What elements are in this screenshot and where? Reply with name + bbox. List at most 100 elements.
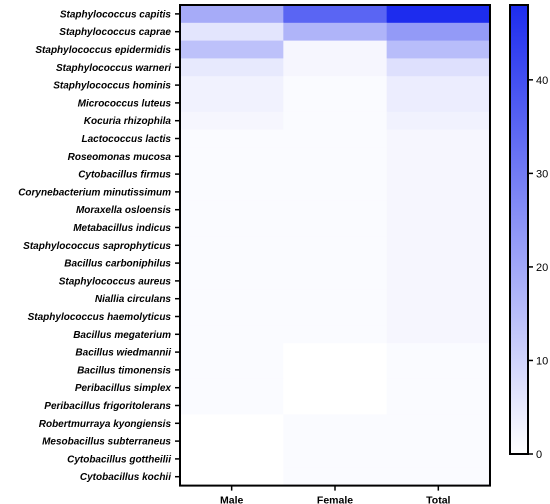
cell-moraxella-osloensis-female [283,200,388,220]
cell-staphylococcus-caprae-male [180,22,284,42]
cell-cytobacillus-kochii-total [386,467,491,487]
cell-staphylococcus-caprae-total [386,22,491,42]
colorbar-tick-label: 30 [536,168,548,180]
cell-bacillus-megaterium-female [283,325,388,344]
row-label-bacillus-carboniphilus: Bacillus carboniphilus [64,259,171,270]
row-label-staphylococcus-epidermidis: Staphylococcus epidermidis [35,45,171,56]
cell-bacillus-carboniphilus-total [386,254,491,273]
cell-cytobacillus-kochii-male [180,467,284,487]
cell-staphylococcus-hominis-female [283,76,388,95]
cell-kocuria-rhizophila-total [386,111,491,131]
cell-kocuria-rhizophila-male [180,111,284,131]
row-label-metabacillus-indicus: Metabacillus indicus [73,223,171,234]
colorbar-tick-label: 40 [536,75,548,87]
cell-staphylococcus-saprophyticus-female [283,236,388,255]
cell-lactococcus-lactis-male [180,129,284,148]
cell-cytobacillus-firmus-male [180,165,284,184]
row-label-cytobacillus-gottheilii: Cytobacillus gottheilii [67,454,171,465]
column-label-male: Male [220,495,244,504]
cell-staphylococcus-capitis-male [180,5,284,24]
cell-metabacillus-indicus-total [386,218,491,237]
cell-staphylococcus-warneri-total [386,58,491,77]
cell-staphylococcus-warneri-male [180,58,284,77]
cell-staphylococcus-hominis-total [386,76,491,95]
cell-bacillus-wiedmannii-female [283,343,388,362]
row-label-staphylococcus-saprophyticus: Staphylococcus saprophyticus [23,241,171,252]
cell-bacillus-timonensis-female [283,361,388,380]
row-label-roseomonas-mucosa: Roseomonas mucosa [68,152,172,163]
row-label-peribacillus-simplex: Peribacillus simplex [75,383,172,394]
cell-kocuria-rhizophila-female [283,111,388,131]
cell-robertmurraya-kyongiensis-male [180,414,284,433]
row-labels: Staphylococcus capitis Staphylococcus cap… [18,9,180,483]
heatmap-cells [180,5,491,487]
cell-niallia-circulans-female [283,289,388,309]
cell-peribacillus-frigoritolerans-male [180,396,284,415]
cell-peribacillus-simplex-female [283,378,388,398]
cell-metabacillus-indicus-female [283,218,388,237]
cell-staphylococcus-caprae-female [283,22,388,42]
cell-staphylococcus-capitis-total [386,5,491,24]
cell-staphylococcus-saprophyticus-total [386,236,491,255]
cell-staphylococcus-haemolyticus-male [180,307,284,326]
row-label-staphylococcus-caprae: Staphylococcus caprae [59,27,171,38]
row-label-bacillus-timonensis: Bacillus timonensis [77,365,171,376]
colorbar-tick-label: 0 [536,449,542,461]
cell-roseomonas-mucosa-total [386,147,491,166]
row-label-peribacillus-frigoritolerans: Peribacillus frigoritolerans [44,401,171,412]
cell-cytobacillus-gottheilii-male [180,450,284,469]
cell-micrococcus-luteus-female [283,94,388,113]
row-label-moraxella-osloensis: Moraxella osloensis [76,205,171,216]
cell-staphylococcus-hominis-male [180,76,284,95]
plot-frame [179,4,491,487]
cell-lactococcus-lactis-female [283,129,388,148]
cell-niallia-circulans-total [386,289,491,309]
cell-bacillus-megaterium-male [180,325,284,344]
column-label-total: Total [426,495,450,504]
cell-staphylococcus-saprophyticus-male [180,236,284,255]
cell-corynebacterium-minutissimum-female [283,183,388,202]
cell-corynebacterium-minutissimum-total [386,183,491,202]
cell-micrococcus-luteus-total [386,94,491,113]
cell-staphylococcus-haemolyticus-female [283,307,388,326]
cell-staphylococcus-epidermidis-total [386,40,491,59]
row-label-staphylococcus-haemolyticus: Staphylococcus haemolyticus [28,312,172,323]
cell-robertmurraya-kyongiensis-total [386,414,491,433]
cell-peribacillus-simplex-male [180,378,284,398]
cell-metabacillus-indicus-male [180,218,284,237]
row-label-micrococcus-luteus: Micrococcus luteus [78,98,172,109]
cell-bacillus-carboniphilus-male [180,254,284,273]
cell-roseomonas-mucosa-male [180,147,284,166]
cell-staphylococcus-aureus-female [283,272,388,291]
row-label-staphylococcus-capitis: Staphylococcus capitis [60,9,172,20]
cell-staphylococcus-haemolyticus-total [386,307,491,326]
row-label-bacillus-wiedmannii: Bacillus wiedmannii [75,348,171,359]
cell-cytobacillus-gottheilii-female [283,450,388,469]
cell-cytobacillus-gottheilii-total [386,450,491,469]
cell-micrococcus-luteus-male [180,94,284,113]
cell-cytobacillus-kochii-female [283,467,388,487]
colorbar: 0 10 20 30 40 [509,4,548,461]
cell-mesobacillus-subterraneus-male [180,432,284,451]
cell-moraxella-osloensis-male [180,200,284,220]
cell-peribacillus-frigoritolerans-female [283,396,388,415]
row-label-mesobacillus-subterraneus: Mesobacillus subterraneus [42,437,171,448]
cell-bacillus-timonensis-male [180,361,284,380]
row-label-kocuria-rhizophila: Kocuria rhizophila [84,116,172,127]
cell-lactococcus-lactis-total [386,129,491,148]
cell-bacillus-wiedmannii-total [386,343,491,362]
cell-mesobacillus-subterraneus-total [386,432,491,451]
colorbar-gradient [509,4,529,455]
cell-bacillus-megaterium-total [386,325,491,344]
column-labels: Male Female Total [220,485,451,504]
cell-niallia-circulans-male [180,289,284,309]
cell-bacillus-timonensis-total [386,361,491,380]
cell-cytobacillus-firmus-total [386,165,491,184]
colorbar-tick-label: 20 [536,262,548,274]
cell-staphylococcus-aureus-total [386,272,491,291]
colorbar-tick-label: 10 [536,355,548,367]
row-label-corynebacterium-minutissimum: Corynebacterium minutissimum [18,187,171,198]
row-label-robertmurraya-kyongiensis: Robertmurraya kyongiensis [39,419,172,430]
row-label-cytobacillus-kochii: Cytobacillus kochii [80,472,171,483]
